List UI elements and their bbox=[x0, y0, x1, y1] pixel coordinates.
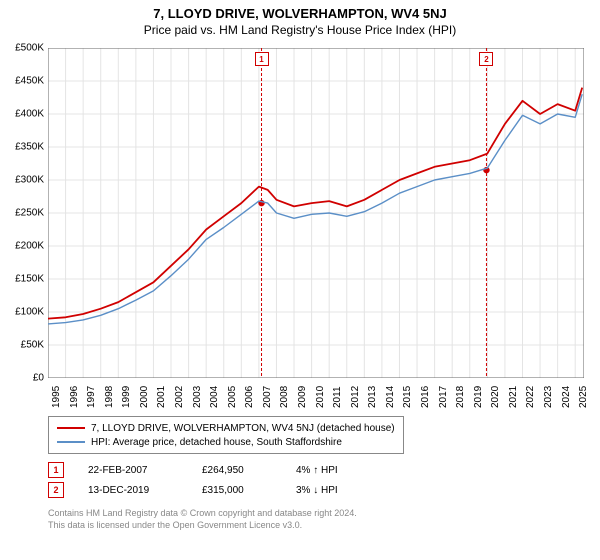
legend-item: HPI: Average price, detached house, Sout… bbox=[57, 435, 395, 449]
y-tick-label: £0 bbox=[0, 373, 44, 384]
sale-pct: 4% ↑ HPI bbox=[296, 465, 376, 476]
x-tick-label: 2004 bbox=[209, 386, 220, 408]
x-tick-label: 2025 bbox=[578, 386, 589, 408]
y-tick-label: £350K bbox=[0, 142, 44, 153]
sale-row: 2 13-DEC-2019 £315,000 3% ↓ HPI bbox=[48, 480, 376, 500]
y-tick-label: £50K bbox=[0, 340, 44, 351]
sales-table: 1 22-FEB-2007 £264,950 4% ↑ HPI 2 13-DEC-2019… bbox=[48, 460, 376, 500]
chart-svg bbox=[48, 48, 584, 378]
sale-date: 22-FEB-2007 bbox=[88, 465, 178, 476]
x-tick-label: 2000 bbox=[139, 386, 150, 408]
x-tick-label: 2023 bbox=[543, 386, 554, 408]
x-tick-label: 1995 bbox=[51, 386, 62, 408]
y-tick-label: £250K bbox=[0, 208, 44, 219]
y-tick-label: £150K bbox=[0, 274, 44, 285]
x-tick-label: 2006 bbox=[244, 386, 255, 408]
x-tick-label: 2011 bbox=[332, 386, 343, 408]
license-text: Contains HM Land Registry data © Crown c… bbox=[48, 508, 357, 531]
x-tick-label: 2015 bbox=[402, 386, 413, 408]
x-tick-label: 2013 bbox=[367, 386, 378, 408]
y-tick-label: £500K bbox=[0, 43, 44, 54]
legend-swatch bbox=[57, 441, 85, 443]
chart-subtitle: Price paid vs. HM Land Registry's House … bbox=[0, 21, 600, 41]
sale-date: 13-DEC-2019 bbox=[88, 485, 178, 496]
sale-marker-box: 2 bbox=[48, 482, 64, 498]
x-tick-label: 2021 bbox=[508, 386, 519, 408]
sale-marker-box: 1 bbox=[48, 462, 64, 478]
x-tick-label: 2002 bbox=[174, 386, 185, 408]
x-tick-label: 1997 bbox=[86, 386, 97, 408]
x-tick-label: 2010 bbox=[315, 386, 326, 408]
chart-area bbox=[48, 48, 584, 378]
sale-marker-2: 2 bbox=[479, 52, 493, 66]
legend-swatch bbox=[57, 427, 85, 429]
x-tick-label: 1996 bbox=[69, 386, 80, 408]
x-tick-label: 2019 bbox=[473, 386, 484, 408]
sale-pct: 3% ↓ HPI bbox=[296, 485, 376, 496]
x-tick-label: 2014 bbox=[385, 386, 396, 408]
x-tick-label: 2016 bbox=[420, 386, 431, 408]
x-tick-label: 2024 bbox=[561, 386, 572, 408]
x-tick-label: 2003 bbox=[192, 386, 203, 408]
license-line-1: Contains HM Land Registry data © Crown c… bbox=[48, 508, 357, 520]
y-tick-label: £200K bbox=[0, 241, 44, 252]
chart-title: 7, LLOYD DRIVE, WOLVERHAMPTON, WV4 5NJ bbox=[0, 0, 600, 21]
x-tick-label: 2009 bbox=[297, 386, 308, 408]
x-tick-label: 2001 bbox=[156, 386, 167, 408]
y-tick-label: £400K bbox=[0, 109, 44, 120]
sale-marker-1: 1 bbox=[255, 52, 269, 66]
x-tick-label: 2017 bbox=[438, 386, 449, 408]
legend-label: 7, LLOYD DRIVE, WOLVERHAMPTON, WV4 5NJ (… bbox=[91, 423, 395, 434]
chart-container: 7, LLOYD DRIVE, WOLVERHAMPTON, WV4 5NJ P… bbox=[0, 0, 600, 560]
x-tick-label: 2012 bbox=[350, 386, 361, 408]
x-tick-label: 2020 bbox=[490, 386, 501, 408]
x-tick-label: 2008 bbox=[279, 386, 290, 408]
sale-row: 1 22-FEB-2007 £264,950 4% ↑ HPI bbox=[48, 460, 376, 480]
legend-item: 7, LLOYD DRIVE, WOLVERHAMPTON, WV4 5NJ (… bbox=[57, 421, 395, 435]
x-tick-label: 2005 bbox=[227, 386, 238, 408]
legend-label: HPI: Average price, detached house, Sout… bbox=[91, 437, 342, 448]
x-tick-label: 2022 bbox=[525, 386, 536, 408]
x-tick-label: 1999 bbox=[121, 386, 132, 408]
sale-price: £264,950 bbox=[202, 465, 272, 476]
y-tick-label: £450K bbox=[0, 76, 44, 87]
y-tick-label: £300K bbox=[0, 175, 44, 186]
sale-price: £315,000 bbox=[202, 485, 272, 496]
license-line-2: This data is licensed under the Open Gov… bbox=[48, 520, 357, 532]
y-tick-label: £100K bbox=[0, 307, 44, 318]
x-tick-label: 2018 bbox=[455, 386, 466, 408]
x-tick-label: 1998 bbox=[104, 386, 115, 408]
legend: 7, LLOYD DRIVE, WOLVERHAMPTON, WV4 5NJ (… bbox=[48, 416, 404, 454]
x-tick-label: 2007 bbox=[262, 386, 273, 408]
